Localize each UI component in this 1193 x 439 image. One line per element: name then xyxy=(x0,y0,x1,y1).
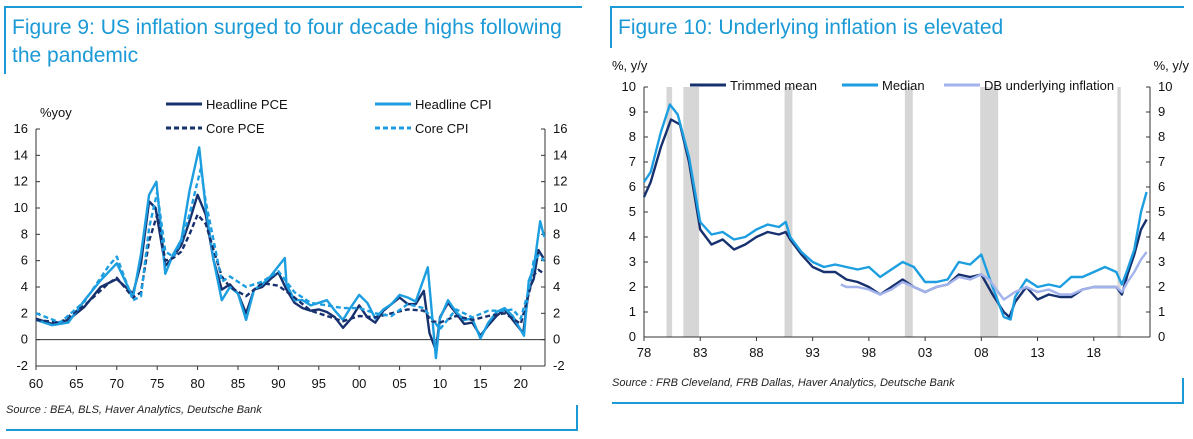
x-tick-label: 13 xyxy=(1030,345,1044,360)
legend-label: Median xyxy=(882,78,925,93)
x-tick-label: 10 xyxy=(433,376,447,391)
x-tick-label: 03 xyxy=(918,345,932,360)
recession-band xyxy=(1117,87,1121,337)
legend-label: Core PCE xyxy=(206,121,265,136)
y-tick-label-left: 6 xyxy=(21,253,28,268)
figure-10-bottom-rule xyxy=(612,402,1184,404)
figure-9-corner-rule xyxy=(576,405,578,431)
y-tick-label-right: 0 xyxy=(553,332,560,347)
series-line-core-cpi xyxy=(35,167,546,331)
y-tick-label-right: 6 xyxy=(1158,179,1165,194)
y-tick-label-left: 16 xyxy=(14,121,28,136)
x-tick-label: 15 xyxy=(473,376,487,391)
x-tick-label: 85 xyxy=(231,376,245,391)
y-tick-label-right: 1 xyxy=(1158,304,1165,319)
y-tick-label-left: 5 xyxy=(629,204,636,219)
y-tick-label-right: 9 xyxy=(1158,104,1165,119)
y-tick-label-left: 0 xyxy=(629,329,636,344)
x-tick-label: 20 xyxy=(514,376,528,391)
x-tick-label: 08 xyxy=(974,345,988,360)
series-line-median xyxy=(643,103,1148,321)
recession-band xyxy=(904,87,913,337)
x-tick-label: 75 xyxy=(150,376,164,391)
y-tick-label-right: 8 xyxy=(553,226,560,241)
y-tick-label-left: 1 xyxy=(629,304,636,319)
y-tick-label-right: 4 xyxy=(553,279,560,294)
y-tick-label-left: 8 xyxy=(21,226,28,241)
y-tick-label-right: 4 xyxy=(1158,229,1165,244)
y-tick-label-right: 12 xyxy=(553,174,567,189)
y-tick-label-right: 14 xyxy=(553,147,567,162)
y-tick-label-left: 8 xyxy=(629,129,636,144)
y-tick-label-left: 6 xyxy=(629,179,636,194)
y-tick-label-right: 10 xyxy=(553,200,567,215)
x-tick-label: 95 xyxy=(312,376,326,391)
y-tick-label-right: 8 xyxy=(1158,129,1165,144)
y-tick-label-right: 10 xyxy=(1158,79,1172,94)
figure-9-source: Source : BEA, BLS, Haver Analytics, Deut… xyxy=(6,404,262,416)
recession-band xyxy=(666,87,673,337)
y-tick-label-left: 12 xyxy=(14,174,28,189)
series-line-db-underlying-inflation xyxy=(840,251,1148,301)
y-tick-label-right: 0 xyxy=(1158,329,1165,344)
y-tick-label-left: 9 xyxy=(629,104,636,119)
x-tick-label: 78 xyxy=(637,345,651,360)
y-tick-label-left: 7 xyxy=(629,154,636,169)
y-axis-title: %, y/y xyxy=(612,58,648,73)
figure-9-panel: Figure 9: US inflation surged to four de… xyxy=(0,0,590,439)
legend-label: DB underlying inflation xyxy=(984,78,1114,93)
x-tick-label: 93 xyxy=(805,345,819,360)
y-tick-label-left: 14 xyxy=(14,147,28,162)
y-tick-label-right: 5 xyxy=(1158,204,1165,219)
y-tick-label-left: 3 xyxy=(629,254,636,269)
x-tick-label: 90 xyxy=(271,376,285,391)
figure-10-corner-rule xyxy=(1182,378,1184,404)
legend-label: Core CPI xyxy=(415,121,468,136)
figure-10-source: Source : FRB Cleveland, FRB Dallas, Have… xyxy=(612,377,955,389)
figure-10-panel: Figure 10: Underlying inflation is eleva… xyxy=(606,0,1193,439)
figure-10-title: Figure 10: Underlying inflation is eleva… xyxy=(610,6,1184,48)
figure-9-bottom-rule xyxy=(6,429,578,431)
y-tick-label-left: 2 xyxy=(21,305,28,320)
series-line-headline-pce xyxy=(35,193,545,352)
y-tick-label-right: 7 xyxy=(1158,154,1165,169)
y-tick-label-right: 2 xyxy=(1158,279,1165,294)
y-tick-label-left: 4 xyxy=(629,229,636,244)
x-tick-label: 18 xyxy=(1087,345,1101,360)
y-tick-label-left: 2 xyxy=(629,279,636,294)
x-tick-label: 98 xyxy=(862,345,876,360)
y-tick-label-right: 6 xyxy=(553,253,560,268)
recession-band xyxy=(980,87,999,337)
x-tick-label: 83 xyxy=(693,345,707,360)
x-tick-label: 60 xyxy=(29,376,43,391)
y-tick-label-left: 0 xyxy=(21,332,28,347)
figure-9-title: Figure 9: US inflation surged to four de… xyxy=(4,6,582,74)
x-tick-label: 88 xyxy=(749,345,763,360)
legend-label: Trimmed mean xyxy=(730,78,817,93)
legend-label: Headline CPI xyxy=(415,97,492,112)
x-tick-label: 65 xyxy=(69,376,83,391)
x-tick-label: 05 xyxy=(392,376,406,391)
y-tick-label-left: 10 xyxy=(14,200,28,215)
series-line-headline-cpi xyxy=(35,146,546,360)
y-tick-label-right: -2 xyxy=(553,358,565,373)
x-tick-label: 80 xyxy=(190,376,204,391)
y-tick-label-left: -2 xyxy=(16,358,28,373)
x-tick-label: 70 xyxy=(110,376,124,391)
y-tick-label-left: 10 xyxy=(622,79,636,94)
x-tick-label: 00 xyxy=(352,376,366,391)
y-tick-label-right: 16 xyxy=(553,121,567,136)
y-axis-title-right: %, y/y xyxy=(1154,58,1190,73)
y-tick-label-right: 3 xyxy=(1158,254,1165,269)
y-axis-title: %yoy xyxy=(40,105,72,120)
y-tick-label-right: 2 xyxy=(553,305,560,320)
recession-band xyxy=(784,87,793,337)
legend-label: Headline PCE xyxy=(206,97,288,112)
y-tick-label-left: 4 xyxy=(21,279,28,294)
